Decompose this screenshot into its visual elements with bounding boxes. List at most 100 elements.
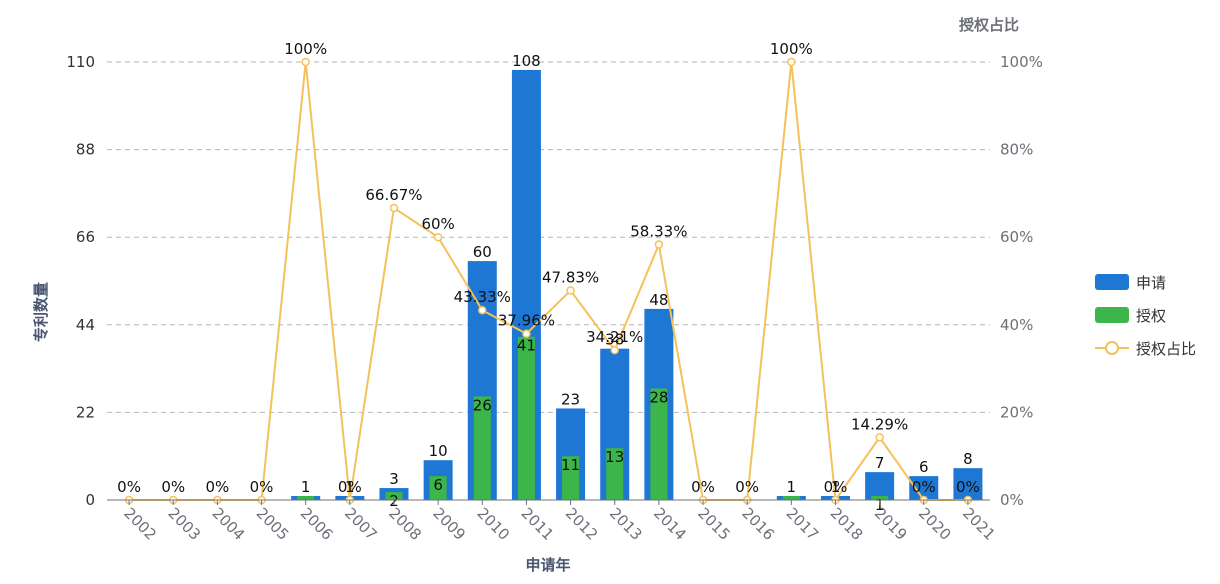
bar-grant[interactable] <box>650 388 668 500</box>
x-tick-label: 2019 <box>871 504 911 544</box>
apply-value-label: 1 <box>831 478 841 496</box>
apply-value-label: 3 <box>389 470 399 488</box>
ratio-value-label: 0% <box>117 478 141 496</box>
ratio-value-label: 0% <box>338 478 362 496</box>
apply-value-label: 8 <box>963 450 973 468</box>
grant-value-label: 6 <box>433 476 443 494</box>
grant-value-label: 28 <box>649 389 668 407</box>
ratio-value-label: 0% <box>735 478 759 496</box>
apply-value-label: 38 <box>605 331 624 349</box>
ratio-value-label: 0% <box>161 478 185 496</box>
y-tick-label: 0 <box>85 491 95 509</box>
ratio-point[interactable] <box>875 433 884 442</box>
bar-apply[interactable] <box>909 476 939 500</box>
legend-item-grant-ratio[interactable]: 授权占比 <box>1095 340 1196 358</box>
ratio-value-label: 58.33% <box>630 223 687 241</box>
ratio-value-label: 66.67% <box>365 186 422 204</box>
x-tick-label: 2014 <box>650 504 690 544</box>
ratio-value-label: 47.83% <box>542 269 599 287</box>
ratio-point[interactable] <box>787 57 796 67</box>
x-tick-label: 2016 <box>738 504 778 544</box>
apply-value-label: 6 <box>919 458 929 476</box>
bar-grant[interactable] <box>473 396 491 500</box>
x-tick-label: 2004 <box>209 504 249 544</box>
x-tick-label: 2012 <box>562 504 602 544</box>
bar-grant[interactable] <box>385 492 403 500</box>
grid-lines <box>107 61 990 413</box>
x-tick-label: 2009 <box>429 504 469 544</box>
ratio-value-label: 14.29% <box>851 415 908 433</box>
ratio-value-label: 0% <box>912 478 936 496</box>
y2-tick-label: 100% <box>1000 53 1043 71</box>
bar-grant[interactable] <box>606 448 624 500</box>
x-tick-label: 2021 <box>959 504 999 544</box>
bar-grant[interactable] <box>517 336 535 500</box>
bar-grant[interactable] <box>297 496 315 500</box>
ratio-value-label: 0% <box>691 478 715 496</box>
apply-value-label: 10 <box>429 442 448 460</box>
y-tick-label: 88 <box>76 141 95 159</box>
bar-grant[interactable] <box>871 496 889 500</box>
legend-item-apply[interactable]: 申请 <box>1095 274 1166 292</box>
x-axis-title: 申请年 <box>525 556 570 574</box>
ratio-point[interactable] <box>566 286 575 295</box>
ratio-value-label: 43.33% <box>454 288 511 306</box>
y2-tick-label: 60% <box>1000 228 1033 246</box>
ratio-value-label: 60% <box>421 215 454 233</box>
ratio-line <box>129 61 968 503</box>
apply-value-label: 1 <box>301 478 311 496</box>
y-tick-label: 44 <box>76 316 95 334</box>
bar-apply[interactable] <box>865 472 895 500</box>
y-tick-label: 110 <box>66 53 95 71</box>
ratio-point[interactable] <box>522 329 531 338</box>
legend-swatch-grant <box>1095 307 1129 323</box>
ratio-point[interactable] <box>654 240 664 249</box>
grant-value-label: 1 <box>875 496 885 514</box>
ratio-point[interactable] <box>610 345 619 355</box>
ratio-value-label: 100% <box>770 40 813 58</box>
ratio-value-label: 0% <box>956 478 980 496</box>
x-tick-label: 2018 <box>827 504 867 544</box>
y2-axis-title: 授权占比 <box>959 16 1019 34</box>
ratio-point[interactable] <box>301 57 310 67</box>
x-tick-label: 2020 <box>915 504 955 544</box>
y-tick-label: 66 <box>76 228 95 246</box>
legend[interactable]: 申请 授权 授权占比 <box>1095 274 1196 358</box>
legend-marker-grant-ratio <box>1105 341 1119 355</box>
legend-swatch-apply <box>1095 274 1129 290</box>
grant-value-label: 26 <box>473 396 492 414</box>
x-tick-label: 2007 <box>341 504 381 544</box>
apply-value-label: 1 <box>345 478 355 496</box>
bar-grant[interactable] <box>429 476 447 500</box>
ratio-point[interactable] <box>478 305 487 315</box>
ratio-value-label: 37.96% <box>498 312 555 330</box>
ratio-point[interactable] <box>433 232 443 242</box>
ratio-point[interactable] <box>389 203 399 213</box>
ratio-value-label: 100% <box>284 40 327 58</box>
legend-label-grant-ratio: 授权占比 <box>1136 340 1196 358</box>
x-tick-label: 2006 <box>297 504 337 544</box>
y2-tick-label: 0% <box>1000 491 1024 509</box>
bar-apply[interactable] <box>953 468 983 500</box>
x-tick-label: 2002 <box>120 504 160 544</box>
bar-grant[interactable] <box>782 496 800 500</box>
y2-tick-label: 20% <box>1000 403 1033 421</box>
apply-value-label: 48 <box>649 291 668 309</box>
ratio-value-label: 0% <box>205 478 229 496</box>
x-tick-label: 2003 <box>164 504 204 544</box>
y2-tick-label: 40% <box>1000 316 1033 334</box>
apply-value-label: 1 <box>787 478 797 496</box>
x-tick-label: 2011 <box>518 504 558 544</box>
apply-value-label: 108 <box>512 52 541 70</box>
bar-grant[interactable] <box>562 456 580 500</box>
x-tick-label: 2010 <box>473 504 513 544</box>
grant-value-label: 13 <box>605 448 624 466</box>
legend-item-grant[interactable]: 授权 <box>1095 307 1166 325</box>
ratio-value-label: 34.21% <box>586 328 643 346</box>
y2-tick-label: 80% <box>1000 141 1033 159</box>
ratio-value-label: 0% <box>250 478 274 496</box>
y-axis-title: 专利数量 <box>32 282 50 342</box>
